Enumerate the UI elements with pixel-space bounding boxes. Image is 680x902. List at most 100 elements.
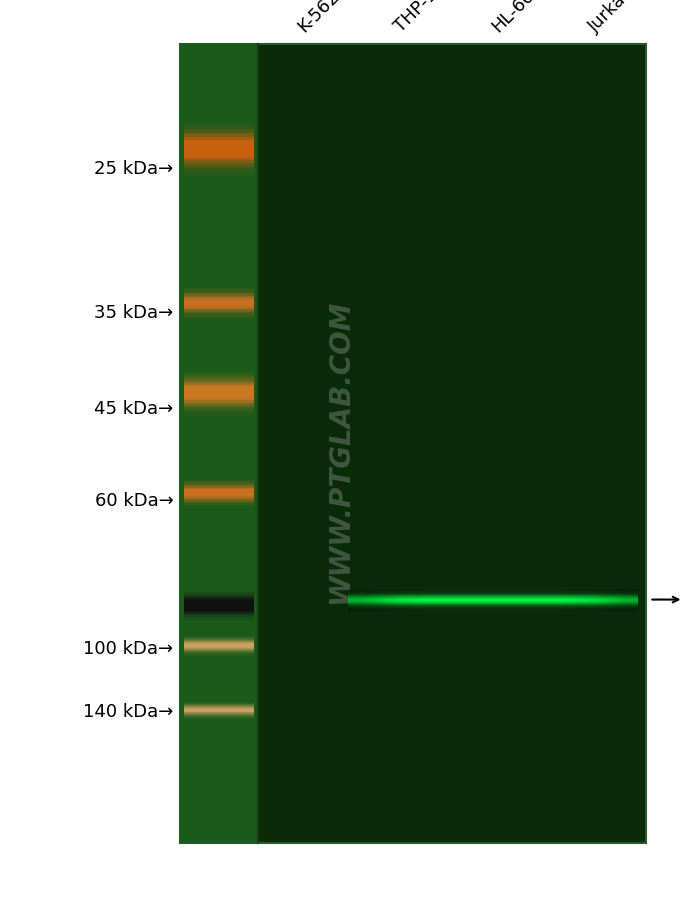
Bar xyxy=(184,608,254,610)
Bar xyxy=(369,590,373,612)
Bar xyxy=(184,385,254,388)
Bar xyxy=(184,373,254,374)
Bar xyxy=(184,603,254,604)
Bar xyxy=(184,500,254,502)
Bar xyxy=(184,484,254,486)
Bar xyxy=(184,151,254,153)
Bar xyxy=(417,590,420,612)
Bar xyxy=(184,314,254,316)
Bar xyxy=(184,167,254,169)
Bar xyxy=(184,405,254,408)
Bar xyxy=(184,642,254,643)
Bar xyxy=(602,590,606,612)
Text: THP-1: THP-1 xyxy=(391,0,441,36)
Bar xyxy=(184,148,254,151)
Bar xyxy=(184,644,254,645)
Bar xyxy=(184,643,254,644)
Bar xyxy=(184,495,254,497)
Bar xyxy=(184,483,254,484)
Bar xyxy=(620,590,624,612)
Bar xyxy=(184,650,254,652)
Bar xyxy=(184,399,254,400)
Bar xyxy=(406,590,409,612)
Bar xyxy=(184,306,254,308)
Bar xyxy=(358,590,362,612)
Bar xyxy=(184,388,254,390)
Bar xyxy=(377,590,380,612)
Bar xyxy=(184,408,254,410)
Bar xyxy=(577,590,580,612)
Bar xyxy=(398,590,402,612)
Bar xyxy=(184,156,254,159)
Bar xyxy=(380,590,384,612)
Text: 100 kDa→: 100 kDa→ xyxy=(83,639,173,657)
Bar xyxy=(355,590,358,612)
Bar xyxy=(184,319,254,320)
Bar xyxy=(184,653,254,654)
Bar xyxy=(598,590,602,612)
Bar xyxy=(184,174,254,177)
Bar xyxy=(184,305,254,306)
Bar xyxy=(184,392,254,394)
Bar xyxy=(569,590,573,612)
Bar xyxy=(184,297,254,299)
Bar xyxy=(184,480,254,482)
Bar xyxy=(184,374,254,377)
Bar xyxy=(591,590,594,612)
Bar xyxy=(184,638,254,639)
Bar xyxy=(184,504,254,505)
Bar xyxy=(184,646,254,647)
Bar xyxy=(184,403,254,405)
Bar xyxy=(184,497,254,498)
Bar xyxy=(366,590,369,612)
Bar xyxy=(184,639,254,640)
Bar xyxy=(184,377,254,379)
Bar xyxy=(631,590,634,612)
Bar xyxy=(624,590,628,612)
Bar xyxy=(184,410,254,412)
Bar xyxy=(566,590,569,612)
Bar xyxy=(373,590,377,612)
Bar xyxy=(184,308,254,309)
Bar xyxy=(184,640,254,642)
Bar xyxy=(351,590,355,612)
Bar xyxy=(184,654,254,655)
Bar xyxy=(184,610,254,611)
Bar xyxy=(184,143,254,146)
Bar xyxy=(180,45,258,843)
Bar xyxy=(613,590,617,612)
Bar xyxy=(573,590,577,612)
Bar xyxy=(634,590,639,612)
Bar xyxy=(184,127,254,130)
Bar xyxy=(184,505,254,507)
Text: 140 kDa→: 140 kDa→ xyxy=(83,703,173,721)
Bar xyxy=(606,590,609,612)
Bar xyxy=(184,645,254,646)
Bar xyxy=(184,397,254,399)
Text: HL-60: HL-60 xyxy=(488,0,538,36)
Bar xyxy=(184,130,254,133)
Bar xyxy=(184,611,254,612)
Bar xyxy=(184,612,254,614)
Bar xyxy=(184,309,254,311)
Bar xyxy=(184,593,254,594)
Bar xyxy=(184,299,254,301)
Bar xyxy=(609,590,613,612)
Bar xyxy=(388,590,391,612)
Bar xyxy=(395,590,398,612)
Bar xyxy=(184,400,254,403)
Bar xyxy=(184,164,254,167)
Bar xyxy=(184,161,254,164)
Bar xyxy=(184,487,254,489)
Bar xyxy=(413,590,417,612)
Bar xyxy=(184,604,254,606)
Bar xyxy=(583,590,588,612)
Bar xyxy=(184,502,254,504)
Bar xyxy=(184,379,254,382)
Bar xyxy=(184,489,254,490)
Bar xyxy=(184,301,254,303)
Bar xyxy=(184,591,254,593)
Bar xyxy=(184,486,254,487)
Bar xyxy=(184,383,254,385)
Bar xyxy=(184,293,254,295)
